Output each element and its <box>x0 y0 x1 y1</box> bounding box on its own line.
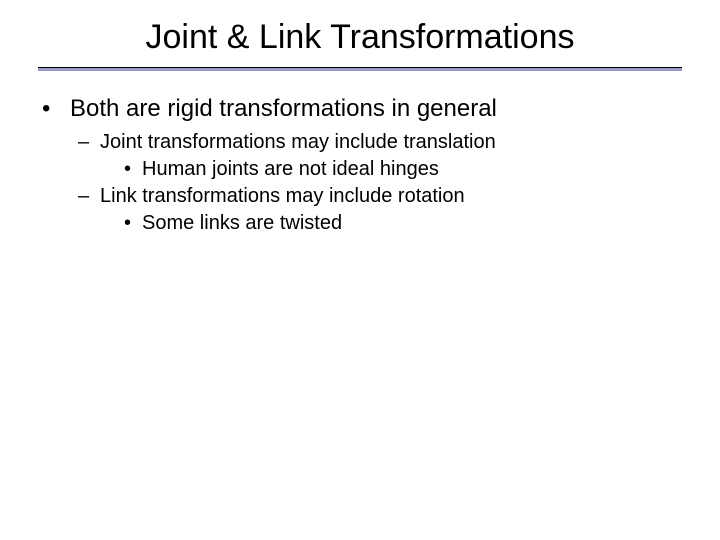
bullet-marker-l2: – <box>78 131 100 154</box>
bullet-marker-l3: • <box>124 158 142 181</box>
bullet-text: Human joints are not ideal hinges <box>142 158 439 181</box>
bullet-level3: • Human joints are not ideal hinges <box>124 158 682 181</box>
content-area: • Both are rigid transformations in gene… <box>38 95 682 235</box>
bullet-level1: • Both are rigid transformations in gene… <box>42 95 682 123</box>
bullet-level3: • Some links are twisted <box>124 212 682 235</box>
page-title: Joint & Link Transformations <box>38 18 682 57</box>
bullet-marker-l3: • <box>124 212 142 235</box>
title-divider <box>38 67 682 71</box>
bullet-level2: – Link transformations may include rotat… <box>78 185 682 208</box>
bullet-marker-l2: – <box>78 185 100 208</box>
slide: Joint & Link Transformations • Both are … <box>0 0 720 540</box>
bullet-marker-l1: • <box>42 95 70 123</box>
bullet-level2: – Joint transformations may include tran… <box>78 131 682 154</box>
bullet-text: Some links are twisted <box>142 212 342 235</box>
bullet-text: Both are rigid transformations in genera… <box>70 95 497 123</box>
bullet-text: Joint transformations may include transl… <box>100 131 496 154</box>
bullet-text: Link transformations may include rotatio… <box>100 185 465 208</box>
